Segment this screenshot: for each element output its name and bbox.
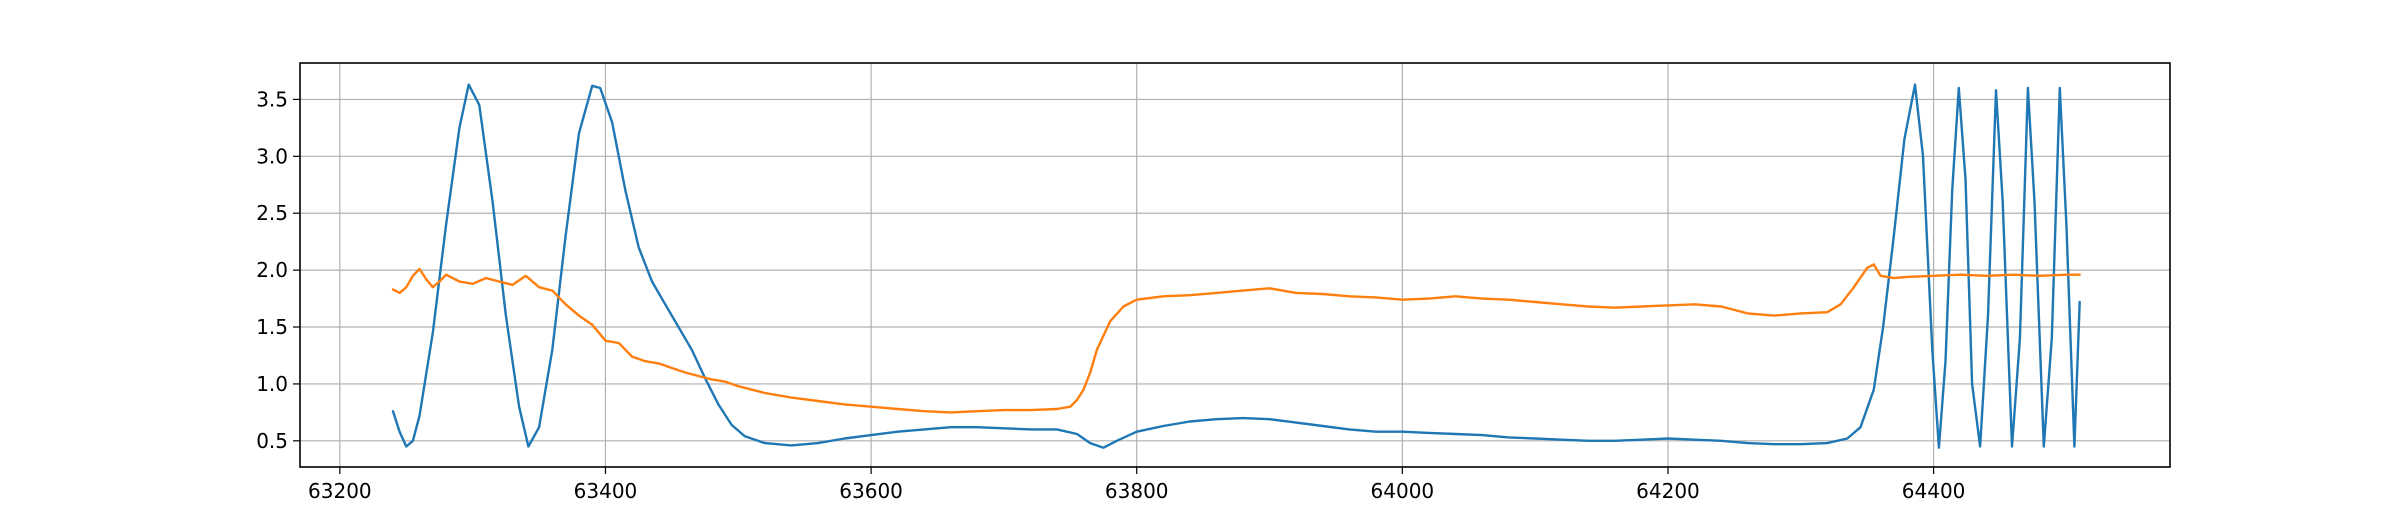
y-tick-label: 0.5 <box>256 429 288 453</box>
x-tick-label: 64400 <box>1902 479 1966 503</box>
y-tick-label: 1.5 <box>256 315 288 339</box>
y-tick-label: 1.0 <box>256 372 288 396</box>
x-tick-label: 63200 <box>308 479 372 503</box>
x-tick-label: 63400 <box>574 479 638 503</box>
axis-ticks: 63200 63400 63600 63800 64000 64200 64400 0.5 1.… <box>256 87 1965 503</box>
y-tick-label: 3.5 <box>256 87 288 111</box>
series-line-2 <box>391 263 2081 414</box>
x-tick-label: 63600 <box>839 479 903 503</box>
y-tick-label: 3.0 <box>256 144 288 168</box>
y-tick-label: 2.0 <box>256 258 288 282</box>
x-tick-label: 64000 <box>1371 479 1435 503</box>
plot-frame <box>299 62 2171 468</box>
y-tick-label: 2.5 <box>256 201 288 225</box>
x-tick-label: 64200 <box>1636 479 1700 503</box>
series-line-1 <box>391 83 2081 449</box>
x-tick-label: 63800 <box>1105 479 1169 503</box>
series-lines <box>391 83 2081 449</box>
grid-lines <box>300 63 2170 467</box>
